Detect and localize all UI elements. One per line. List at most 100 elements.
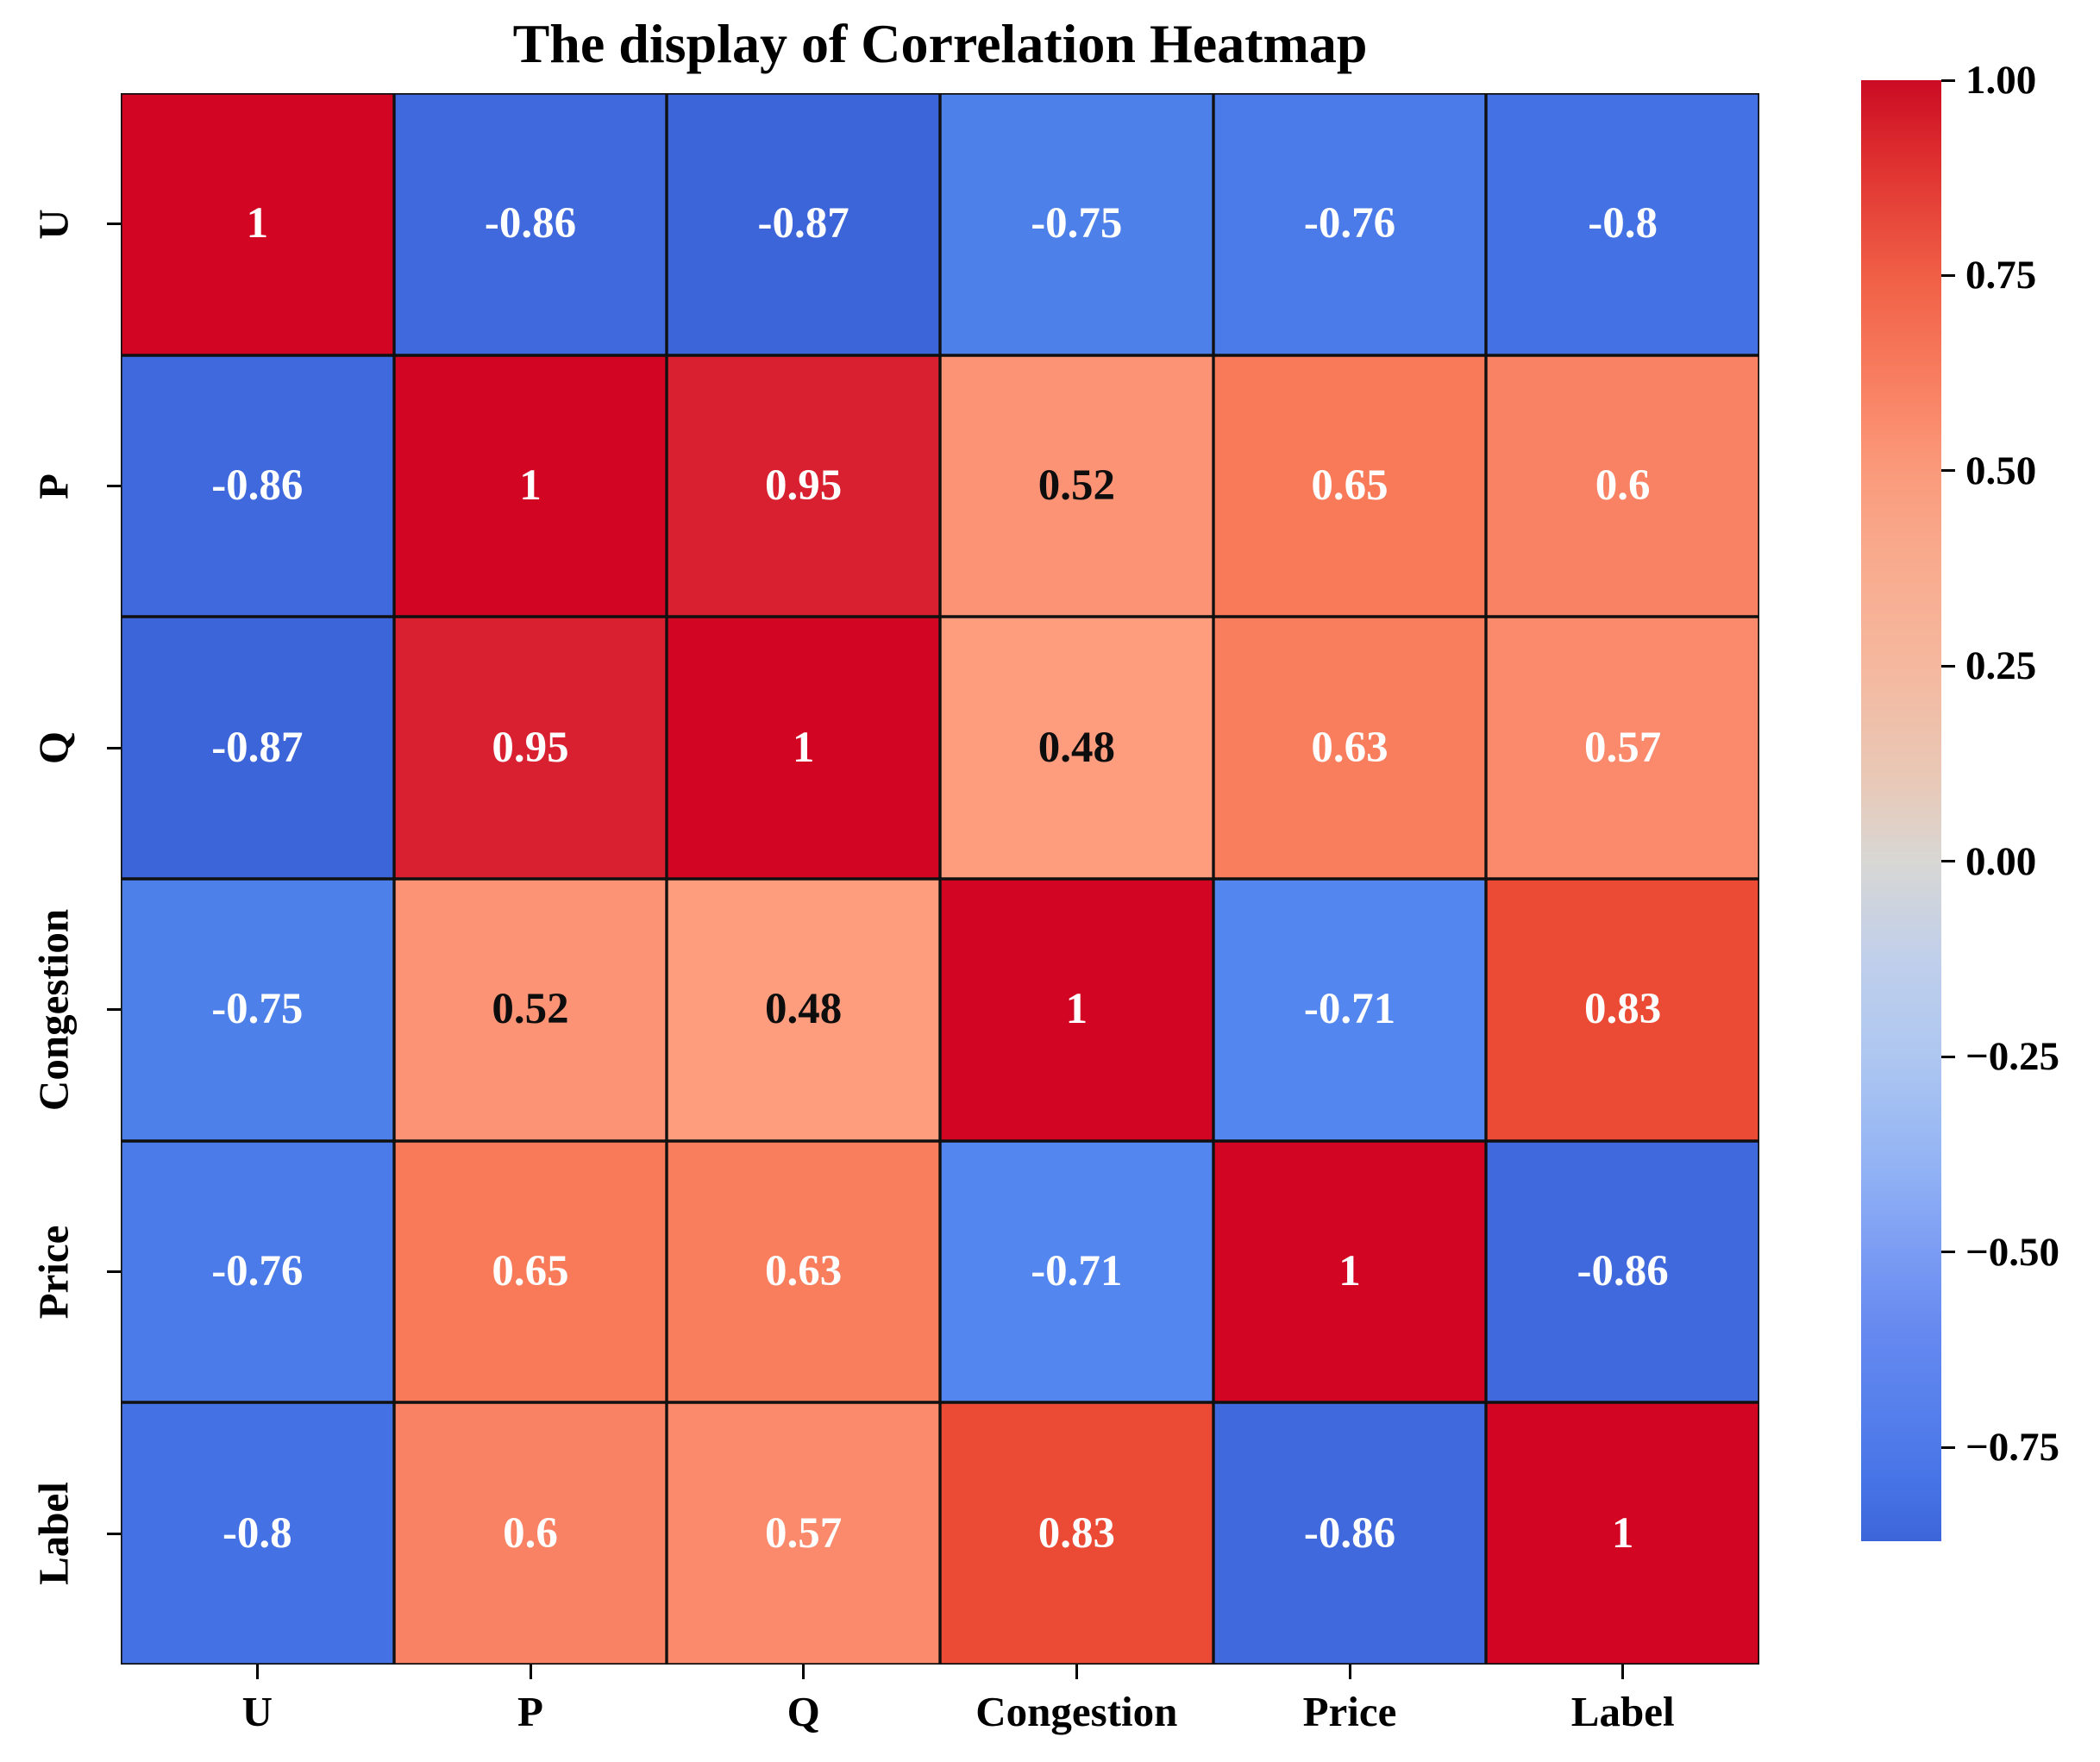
heatmap-cell-value: -0.71	[1303, 985, 1396, 1034]
y-axis-tick	[107, 485, 121, 487]
heatmap-cell: 0.83	[940, 1402, 1213, 1665]
heatmap-cell: -0.87	[667, 93, 940, 355]
heatmap-cell: -0.86	[393, 93, 668, 355]
x-axis-label: Label	[1570, 1688, 1675, 1735]
heatmap-cell-value: -0.86	[1577, 1246, 1669, 1295]
colorbar-tick	[1941, 273, 1955, 277]
heatmap-cell: 0.65	[1213, 354, 1487, 618]
colorbar-tick-label: −0.50	[1965, 1229, 2060, 1275]
heatmap-cell-value: -0.8	[222, 1508, 292, 1558]
colorbar-tick	[1941, 1055, 1955, 1058]
heatmap-cell-value: 0.48	[1037, 723, 1115, 772]
x-axis-label: Q	[787, 1688, 820, 1735]
colorbar-tick	[1941, 78, 1955, 82]
colorbar-tick-label: 0.25	[1965, 643, 2037, 689]
heatmap-cell-value: 0.52	[1037, 461, 1115, 510]
heatmap-cell: 0.83	[1486, 879, 1759, 1141]
heatmap-cell: -0.87	[121, 617, 394, 879]
y-axis-tick	[107, 1270, 121, 1273]
heatmap-cell-value: 0.65	[492, 1246, 569, 1295]
y-axis-label: Label	[29, 1482, 78, 1586]
heatmap-cell-value: -0.86	[211, 461, 304, 510]
heatmap-cell-value: -0.87	[757, 199, 849, 248]
heatmap-cell-value: 1	[1611, 1508, 1634, 1558]
y-axis-label: Price	[29, 1225, 78, 1319]
heatmap-cell-value: 0.63	[765, 1246, 843, 1295]
heatmap-cell: 1	[1486, 1402, 1759, 1665]
heatmap-cell-value: 0.57	[765, 1508, 843, 1558]
heatmap-cell-value: 0.57	[1584, 723, 1662, 772]
heatmap-cell: 0.95	[393, 617, 668, 879]
x-axis-label: Congestion	[975, 1688, 1178, 1735]
y-axis-tick	[107, 1008, 121, 1012]
x-axis-tick	[1621, 1665, 1625, 1679]
x-axis-label: Price	[1302, 1688, 1397, 1735]
heatmap-cell-value: 0.95	[765, 461, 843, 510]
heatmap-cell: 0.95	[667, 354, 940, 618]
heatmap-cell-value: 0.95	[492, 723, 569, 772]
heatmap-cell-value: -0.8	[1588, 199, 1658, 248]
heatmap-cell: 0.63	[1213, 617, 1487, 879]
heatmap-cell-value: -0.76	[211, 1246, 304, 1295]
heatmap-cell: 0.63	[667, 1140, 940, 1403]
colorbar-tick-label: 1.00	[1965, 58, 2037, 103]
heatmap-cell-value: 1	[1338, 1246, 1361, 1295]
heatmap-cell: 1	[393, 354, 668, 618]
heatmap-cell-value: 0.48	[765, 985, 843, 1034]
heatmap-cell: 0.57	[1486, 617, 1759, 879]
x-axis-tick	[255, 1665, 259, 1679]
colorbar-tick-label: 0.75	[1965, 253, 2037, 298]
heatmap-cell: -0.8	[121, 1402, 394, 1665]
colorbar-tick-label: 0.00	[1965, 838, 2037, 884]
heatmap-cell: -0.76	[121, 1140, 394, 1403]
colorbar-tick-label: 0.50	[1965, 448, 2037, 493]
heatmap-cell-value: 1	[246, 199, 269, 248]
heatmap-cell-value: -0.75	[1031, 199, 1123, 248]
x-axis-label: P	[517, 1688, 543, 1735]
colorbar-tick-label: −0.75	[1965, 1425, 2060, 1470]
heatmap-cell: 1	[667, 617, 940, 879]
x-axis-label: U	[241, 1688, 273, 1735]
heatmap-cell-value: -0.86	[1303, 1508, 1396, 1558]
y-axis-tick	[107, 223, 121, 226]
heatmap-cell: 0.48	[667, 879, 940, 1141]
heatmap-cell-value: 1	[792, 723, 815, 772]
heatmap-cell: 1	[1213, 1140, 1487, 1403]
heatmap-cell: -0.86	[1486, 1140, 1759, 1403]
heatmap-cell: -0.71	[1213, 879, 1487, 1141]
heatmap-cell: -0.76	[1213, 93, 1487, 355]
heatmap-cell: -0.8	[1486, 93, 1759, 355]
heatmap-cell: -0.75	[121, 879, 394, 1141]
heatmap-cell: 0.65	[393, 1140, 668, 1403]
x-axis-tick	[1075, 1665, 1078, 1679]
colorbar-tick-label: −0.25	[1965, 1034, 2060, 1080]
heatmap-cell: -0.86	[121, 354, 394, 618]
heatmap-cell-value: 1	[1065, 985, 1088, 1034]
heatmap-cell: 0.52	[393, 879, 668, 1141]
colorbar-tick	[1941, 860, 1955, 863]
colorbar	[1861, 80, 1941, 1541]
heatmap-cell-value: 0.52	[492, 985, 569, 1034]
colorbar-tick	[1941, 1251, 1955, 1254]
heatmap-cell-value: 0.83	[1584, 985, 1662, 1034]
y-axis-tick	[107, 1532, 121, 1535]
heatmap-cell-value: -0.87	[211, 723, 304, 772]
heatmap-cell-value: 1	[519, 461, 542, 510]
heatmap-cell: 1	[940, 879, 1213, 1141]
y-axis-tick	[107, 746, 121, 749]
y-axis-label: P	[29, 473, 78, 499]
chart-title: The display of Correlation Heatmap	[512, 13, 1368, 74]
heatmap-cell: 0.48	[940, 617, 1213, 879]
heatmap-cell: -0.75	[940, 93, 1213, 355]
heatmap-cell: 0.57	[667, 1402, 940, 1665]
heatmap-cell: 0.52	[940, 354, 1213, 618]
heatmap-cell-value: 0.83	[1037, 1508, 1115, 1558]
heatmap-cell-value: 0.65	[1311, 461, 1389, 510]
heatmap-cell: -0.71	[940, 1140, 1213, 1403]
heatmap-cell-value: 0.6	[1595, 461, 1651, 510]
heatmap-grid: 1 -0.86 -0.87 -0.75 -0.76 -0.8 -0.86 1 0.95 0.52 0…	[121, 93, 1759, 1665]
heatmap-cell: 1	[121, 93, 394, 355]
colorbar-tick	[1941, 469, 1955, 473]
heatmap-cell-value: -0.75	[211, 985, 304, 1034]
